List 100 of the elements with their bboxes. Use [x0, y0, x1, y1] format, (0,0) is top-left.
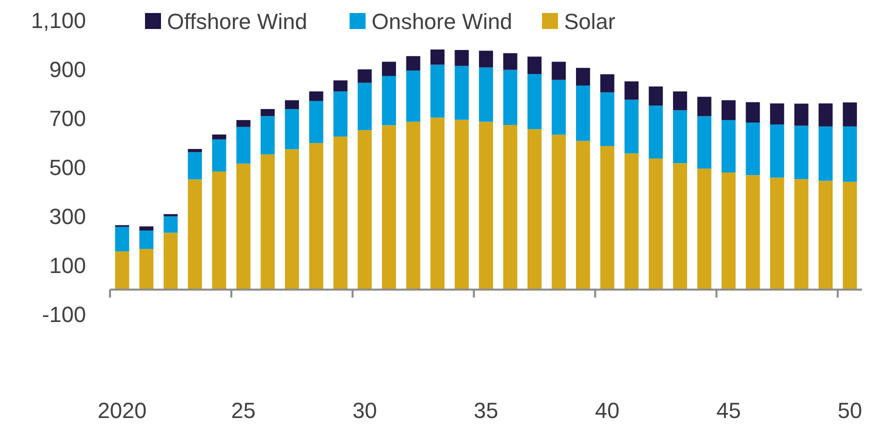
bar: [576, 86, 590, 141]
bar: [430, 64, 445, 118]
bar: [309, 100, 324, 144]
bar: [648, 158, 663, 290]
bar: [600, 74, 614, 92]
bar: [648, 106, 663, 159]
bar: [284, 149, 299, 290]
x-tick-label: 25: [231, 398, 256, 423]
bar: [648, 86, 663, 106]
legend-label: Solar: [564, 9, 616, 34]
bar: [115, 251, 130, 290]
bar: [188, 152, 202, 180]
bar: [576, 68, 590, 86]
bar: [454, 66, 469, 120]
bar: [794, 179, 808, 290]
bar: [430, 118, 445, 290]
bar: [818, 103, 833, 126]
bar: [818, 180, 833, 290]
bar: [478, 122, 494, 290]
bar: [284, 109, 299, 150]
x-tick-label: 40: [595, 398, 620, 423]
y-tick-label: 1,100: [30, 8, 86, 34]
bar: [333, 80, 348, 92]
bar: [358, 130, 372, 290]
bar: [722, 120, 736, 172]
bar: [794, 104, 808, 126]
bar: [503, 124, 518, 290]
x-tick-label: 2020: [98, 398, 147, 423]
bar: [697, 116, 712, 169]
y-tick-label: 900: [49, 57, 86, 82]
bar: [430, 50, 445, 65]
bar: [842, 126, 857, 182]
bar: [746, 102, 760, 123]
x-tick-label: 45: [716, 398, 741, 423]
bar: [527, 129, 542, 290]
bar: [746, 122, 760, 176]
bar: [260, 116, 275, 154]
bar: [818, 126, 833, 181]
bar: [842, 182, 857, 290]
bar: [333, 136, 348, 290]
bar: [188, 148, 202, 152]
bar: [236, 120, 250, 127]
bar: [552, 62, 566, 80]
y-tick-label: 100: [49, 253, 86, 278]
legend-label: Offshore Wind: [167, 9, 308, 34]
bar: [236, 164, 250, 290]
bar: [382, 62, 396, 76]
y-tick-label: 500: [49, 155, 86, 180]
bar: [697, 96, 712, 116]
bar: [164, 216, 178, 233]
bar: [842, 102, 857, 126]
bar: [576, 140, 590, 290]
bar: [236, 126, 250, 164]
bar: [770, 124, 784, 178]
bar: [309, 91, 324, 101]
bar: [624, 81, 639, 100]
legend-label: Onshore Wind: [372, 9, 512, 34]
bar: [673, 163, 688, 290]
y-tick-label: -100: [42, 302, 86, 328]
bar: [624, 153, 639, 290]
bar: [478, 50, 494, 68]
bar: [164, 232, 178, 290]
bar: [722, 100, 736, 120]
bar: [139, 230, 154, 249]
bar: [454, 120, 469, 290]
bar: [260, 154, 275, 290]
bar: [139, 226, 154, 231]
x-tick-label: 50: [838, 398, 862, 423]
bar: [503, 53, 518, 70]
bar: [770, 178, 784, 290]
y-tick-label: 700: [49, 106, 86, 132]
bar: [382, 125, 396, 290]
y-tick-label: 300: [49, 204, 86, 230]
bar: [770, 103, 784, 124]
bar: [552, 134, 566, 290]
bar: [382, 76, 396, 126]
bar: [794, 126, 808, 180]
bar: [697, 168, 712, 290]
bar: [600, 146, 614, 290]
x-tick-label: 30: [352, 398, 377, 423]
bar: [527, 74, 542, 130]
bar: [552, 80, 566, 135]
bar: [188, 179, 202, 290]
bar: [673, 110, 688, 164]
bar: [212, 172, 226, 290]
bar: [673, 91, 688, 110]
bar: [478, 67, 494, 122]
bar: [746, 175, 760, 290]
bar: [309, 143, 324, 290]
bar: [139, 248, 154, 290]
bar: [406, 56, 420, 71]
bar: [722, 172, 736, 290]
bar: [115, 226, 130, 252]
bar: [358, 69, 372, 83]
bar: [212, 134, 226, 140]
bar: [406, 122, 420, 290]
bar: [454, 50, 469, 66]
bar: [333, 91, 348, 136]
bar: [358, 82, 372, 130]
bar: [406, 70, 420, 122]
